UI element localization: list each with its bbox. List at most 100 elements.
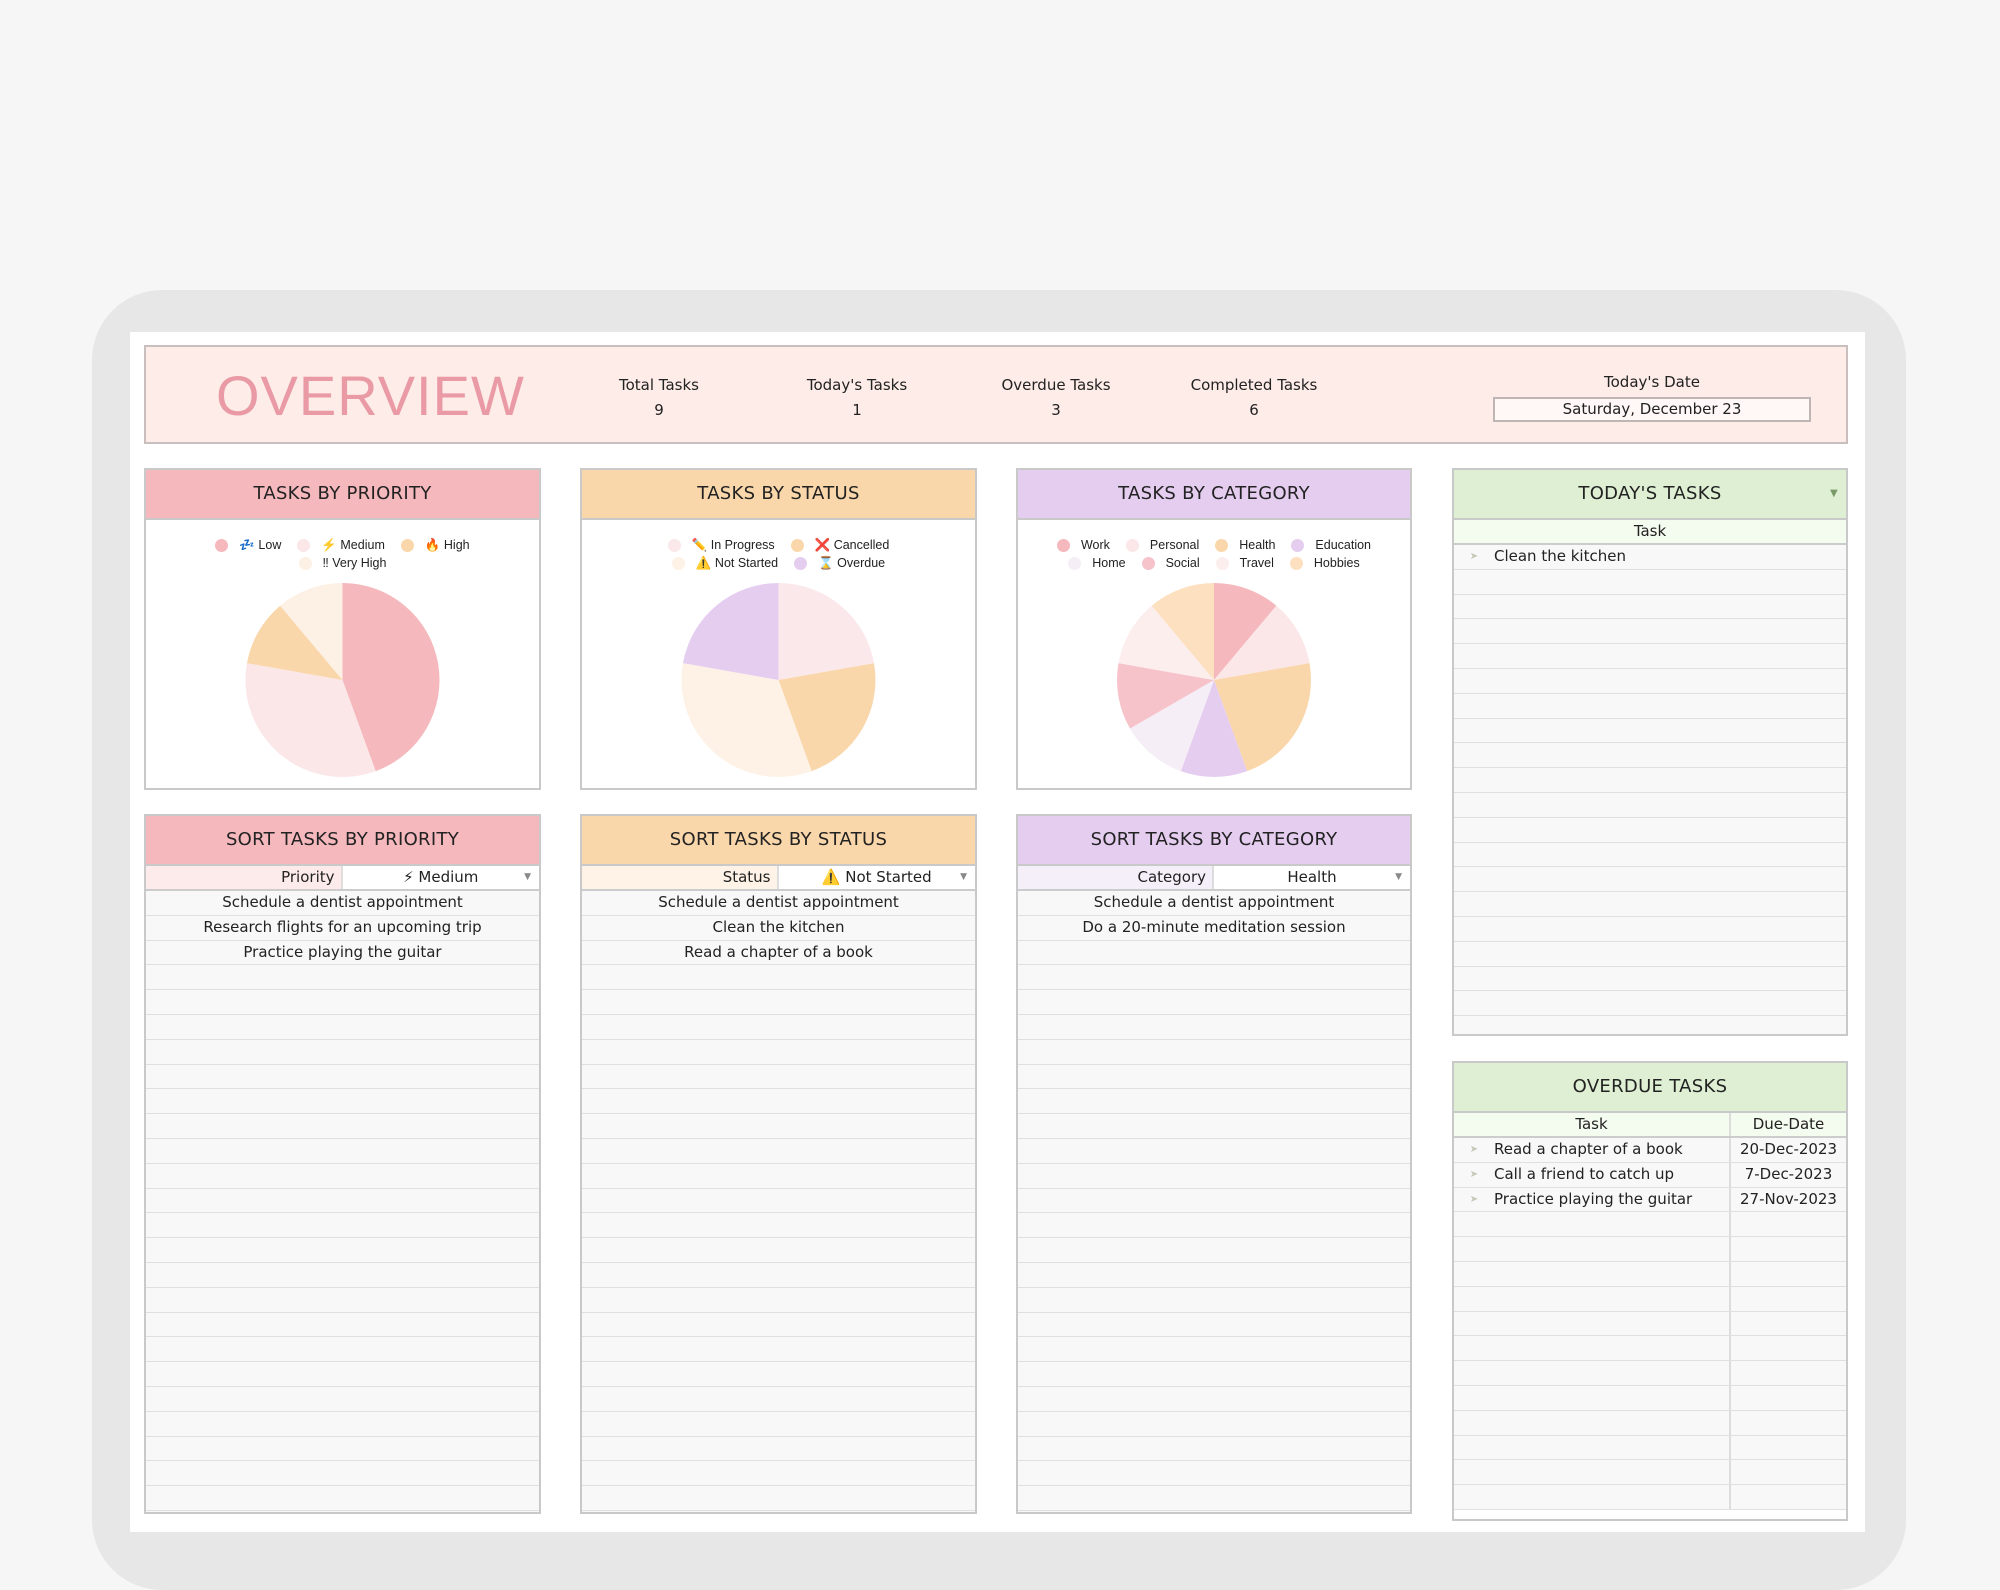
legend-item: Work bbox=[1056, 536, 1110, 554]
list-item bbox=[582, 1510, 975, 1512]
legend-label: Travel bbox=[1239, 556, 1274, 570]
filter-label: Status bbox=[582, 866, 779, 889]
todays-date-field[interactable]: Saturday, December 23 bbox=[1493, 397, 1811, 422]
table-row bbox=[1454, 916, 1846, 942]
pie-slice bbox=[1214, 663, 1311, 772]
stat-overdue-tasks: Overdue Tasks 3 bbox=[956, 373, 1156, 423]
list-item bbox=[1018, 1337, 1410, 1363]
overdue-tasks-card: OVERDUE TASKS Task Due-Date ➤ Read a chapt… bbox=[1452, 1061, 1848, 1521]
pie-slice bbox=[1117, 663, 1214, 729]
list-item bbox=[582, 990, 975, 1015]
pie-slice bbox=[280, 583, 343, 680]
table-row bbox=[1454, 792, 1846, 818]
due-date-cell: 20-Dec-2023 bbox=[1739, 1140, 1838, 1158]
bullet-icon bbox=[1454, 1436, 1494, 1460]
list-item bbox=[582, 1312, 975, 1338]
pie-chart bbox=[681, 583, 876, 777]
legend-swatch bbox=[297, 538, 311, 552]
bullet-icon bbox=[1454, 1485, 1494, 1509]
bullet-icon bbox=[1454, 942, 1494, 966]
list-item bbox=[1018, 1262, 1410, 1288]
legend-swatch bbox=[1215, 556, 1229, 570]
legend-label: Education bbox=[1315, 538, 1372, 552]
filter-value: ⚡ Medium bbox=[403, 868, 479, 886]
list-item bbox=[1018, 1312, 1410, 1338]
list-item bbox=[1018, 1213, 1410, 1239]
pie-slice bbox=[1180, 680, 1248, 777]
legend-item: Travel bbox=[1215, 554, 1274, 572]
filter-dropdown[interactable]: ⚡ Medium ▼ bbox=[342, 866, 539, 889]
list-item bbox=[582, 1461, 975, 1487]
pie-slice bbox=[246, 605, 343, 680]
legend-label: ⌛ Overdue bbox=[818, 556, 886, 570]
legend-swatch bbox=[1141, 556, 1155, 570]
table-row bbox=[1454, 1435, 1846, 1461]
filter-dropdown[interactable]: Health ▼ bbox=[1214, 866, 1410, 889]
table-row bbox=[1454, 991, 1846, 1017]
list-item: Do a 20-minute meditation session bbox=[1018, 915, 1410, 941]
list-item bbox=[1018, 1014, 1410, 1040]
legend-item: Home bbox=[1068, 554, 1126, 572]
pie-chart bbox=[245, 583, 440, 777]
stat-value: 1 bbox=[852, 401, 862, 419]
list-item bbox=[1018, 1188, 1410, 1214]
pie-slice bbox=[1151, 583, 1214, 680]
bullet-icon bbox=[1454, 892, 1494, 916]
legend-item: ⚠️ Not Started bbox=[671, 554, 779, 572]
filter-label: Priority bbox=[146, 866, 343, 889]
bullet-icon: ➤ bbox=[1469, 1144, 1479, 1155]
list-item bbox=[146, 1287, 539, 1313]
chevron-down-icon[interactable]: ▼ bbox=[960, 872, 967, 882]
table-row bbox=[1454, 619, 1846, 645]
list-item bbox=[582, 1039, 975, 1065]
list-item: Schedule a dentist appointment bbox=[1018, 891, 1410, 916]
filter-row: Category Health ▼ bbox=[1018, 866, 1410, 891]
table-row bbox=[1454, 966, 1846, 992]
bullet-icon: ➤ bbox=[1469, 551, 1479, 562]
list-item bbox=[582, 1411, 975, 1437]
list-item bbox=[1018, 1461, 1410, 1487]
bullet-icon bbox=[1454, 1411, 1494, 1435]
list-item bbox=[1018, 1436, 1410, 1462]
list-item bbox=[582, 965, 975, 991]
legend-item: Health bbox=[1215, 536, 1275, 554]
pie-slice bbox=[1214, 583, 1277, 680]
priority-chart-card: TASKS BY PRIORITY 💤 Low ⚡ Medium 🔥 High ‼ Ve… bbox=[144, 468, 541, 790]
chevron-down-icon[interactable]: ▼ bbox=[1395, 872, 1402, 882]
table-row bbox=[1454, 594, 1846, 620]
table-row bbox=[1454, 1385, 1846, 1411]
sort-by-status-card: SORT TASKS BY STATUS Status ⚠️ Not Started… bbox=[580, 814, 977, 1514]
legend-label: Personal bbox=[1149, 538, 1200, 552]
table-row bbox=[1454, 718, 1846, 744]
list-item bbox=[146, 1188, 539, 1214]
legend-label: ‼ Very High bbox=[322, 556, 387, 570]
overview-title: OVERVIEW bbox=[216, 364, 525, 427]
bullet-icon bbox=[1454, 917, 1494, 941]
due-date-cell: 27-Nov-2023 bbox=[1740, 1189, 1837, 1208]
table-row bbox=[1454, 1410, 1846, 1436]
sort-card-title: SORT TASKS BY STATUS bbox=[582, 816, 975, 866]
list-item bbox=[1018, 1510, 1410, 1512]
todays-tasks-title: TODAY'S TASKS ▼ bbox=[1454, 470, 1846, 520]
legend-label: 🔥 High bbox=[424, 538, 470, 552]
bullet-icon bbox=[1454, 595, 1494, 619]
list-item bbox=[1018, 965, 1410, 991]
dropdown-arrow-icon[interactable]: ▼ bbox=[1830, 488, 1838, 499]
legend-swatch bbox=[671, 556, 685, 570]
table-row: ➤ Read a chapter of a book 20-Dec-2023 bbox=[1454, 1138, 1846, 1163]
list-item bbox=[146, 965, 539, 991]
bullet-icon bbox=[1454, 743, 1494, 767]
column-header: Task Due-Date bbox=[1454, 1113, 1846, 1138]
chevron-down-icon[interactable]: ▼ bbox=[524, 872, 531, 882]
filter-dropdown[interactable]: ⚠️ Not Started ▼ bbox=[778, 866, 975, 889]
legend-label: ⚠️ Not Started bbox=[695, 556, 779, 570]
list-item bbox=[146, 1163, 539, 1189]
bullet-icon bbox=[1454, 694, 1494, 718]
legend-swatch bbox=[1291, 538, 1305, 552]
legend-item: ⚡ Medium bbox=[297, 536, 385, 554]
list-item bbox=[582, 1188, 975, 1214]
table-row bbox=[1454, 668, 1846, 694]
legend-item: Social bbox=[1141, 554, 1200, 572]
due-date-cell: 7-Dec-2023 bbox=[1744, 1164, 1833, 1183]
list-item: Clean the kitchen bbox=[582, 915, 975, 941]
